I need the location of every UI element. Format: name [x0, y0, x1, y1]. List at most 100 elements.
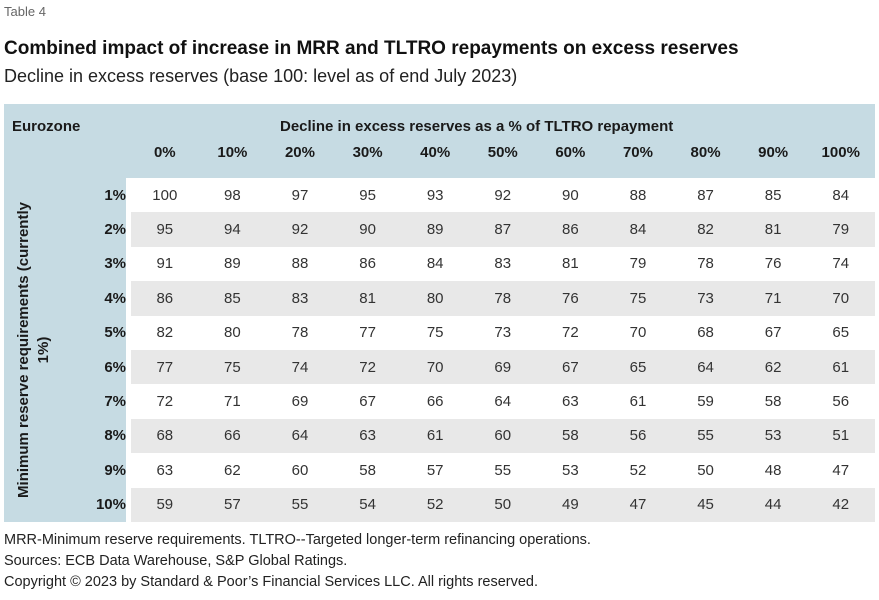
row-cells: 63 62 60 58 57 55 53 52 50 48 47: [131, 453, 875, 487]
table-cell: 55: [697, 427, 714, 445]
row-header: 9%: [104, 461, 126, 479]
table-cell: 53: [764, 427, 782, 445]
table-cell: 87: [494, 221, 512, 239]
table-row: 4% 86 85 83 81 80 78 76 75 73 71 70: [64, 281, 875, 316]
table-cell: 97: [291, 186, 309, 204]
footnote-definitions: MRR-Minimum reserve requirements. TLTRO-…: [4, 532, 591, 548]
table-cell: 87: [697, 186, 714, 204]
row-cells: 82 80 78 77 75 73 72 70 68 67 65: [131, 316, 875, 350]
table-cell: 68: [156, 427, 174, 445]
column-header: 0%: [153, 144, 176, 161]
table-cell: 88: [629, 186, 647, 204]
corner-label: Eurozone: [12, 118, 81, 135]
table-row: 2% 95 94 92 90 89 87 86 84 82 81 79: [64, 212, 875, 247]
column-header: 10%: [217, 144, 248, 161]
table-cell: 67: [764, 324, 782, 342]
table-cell: 50: [494, 496, 512, 514]
table-cell: 83: [494, 255, 512, 273]
table-cell: 70: [832, 289, 850, 307]
table-cell: 90: [562, 186, 579, 204]
table-cell: 55: [291, 496, 309, 514]
table-cell: 78: [494, 289, 512, 307]
table-cell: 94: [224, 221, 241, 239]
row-group-header-cell: Minimum reserve requirements (currently …: [4, 178, 64, 522]
table-cell: 88: [291, 255, 309, 273]
table-cell: 92: [291, 221, 309, 239]
column-group-header: Decline in excess reserves as a % of TLT…: [280, 118, 674, 135]
table-cell: 71: [224, 393, 241, 411]
row-cells: 68 66 64 63 61 60 58 56 55 53 51: [131, 418, 875, 454]
table-title: Combined impact of increase in MRR and T…: [4, 38, 739, 59]
column-header: 30%: [352, 144, 383, 161]
table-cell: 75: [629, 289, 647, 307]
table-cell: 74: [832, 255, 850, 273]
table-cell: 60: [291, 461, 309, 479]
table-cell: 64: [494, 393, 512, 411]
table-cell: 64: [291, 427, 309, 445]
table-cell: 52: [426, 496, 444, 514]
table-cell: 69: [291, 393, 309, 411]
table-cell: 63: [156, 461, 174, 479]
table-cell: 61: [426, 427, 444, 445]
table-cell: 74: [291, 358, 309, 376]
table-cell: 67: [359, 393, 376, 411]
table-cell: 65: [629, 358, 647, 376]
table-header: Eurozone Decline in excess reserves as a…: [4, 104, 875, 178]
column-header: 80%: [690, 144, 721, 161]
row-header: 2%: [104, 221, 126, 239]
row-group-header: Minimum reserve requirements (currently …: [15, 202, 52, 498]
table-cell: 61: [832, 358, 850, 376]
table-cell: 76: [764, 255, 782, 273]
table-cell: 73: [697, 289, 714, 307]
column-headers: 0% 10% 20% 30% 40% 50% 60% 70% 80% 90% 100%: [131, 144, 875, 161]
table-cell: 61: [629, 393, 647, 411]
table-cell: 65: [832, 324, 850, 342]
table-cell: 68: [697, 324, 714, 342]
table-cell: 72: [156, 393, 174, 411]
table-cell: 69: [494, 358, 512, 376]
table-cell: 63: [562, 393, 579, 411]
table-cell: 86: [562, 221, 579, 239]
table-cell: 66: [426, 393, 444, 411]
row-header: 1%: [104, 186, 126, 204]
table-row: 3% 91 89 88 86 84 83 81 79 78 76 74: [64, 247, 875, 281]
table-cell: 67: [562, 358, 579, 376]
table-cell: 84: [832, 186, 850, 204]
table-cell: 86: [156, 289, 174, 307]
table-cell: 70: [426, 358, 444, 376]
table-row: 7% 72 71 69 67 66 64 63 61 59 58 56: [64, 384, 875, 418]
row-cells: 95 94 92 90 89 87 86 84 82 81 79: [131, 212, 875, 247]
table-subtitle: Decline in excess reserves (base 100: le…: [4, 66, 518, 86]
table-cell: 44: [764, 496, 782, 514]
column-header: 20%: [284, 144, 315, 161]
table-cell: 52: [629, 461, 647, 479]
table-row: 10% 59 57 55 54 52 50 49 47 45 44 42: [64, 487, 875, 522]
table-cell: 85: [224, 289, 241, 307]
table-cell: 58: [764, 393, 782, 411]
table-cell: 70: [629, 324, 647, 342]
table-cell: 73: [494, 324, 512, 342]
table-cell: 63: [359, 427, 376, 445]
table-cell: 100: [152, 186, 178, 204]
column-header: 70%: [622, 144, 653, 161]
table-cell: 92: [494, 186, 512, 204]
table-cell: 84: [629, 221, 647, 239]
table-cell: 60: [494, 427, 512, 445]
table-cell: 75: [426, 324, 444, 342]
table-cell: 62: [764, 358, 782, 376]
row-cells: 91 89 88 86 84 83 81 79 78 76 74: [131, 247, 875, 281]
table-cell: 95: [359, 186, 376, 204]
row-cells: 59 57 55 54 52 50 49 47 45 44 42: [131, 487, 875, 522]
row-header: 6%: [104, 358, 126, 376]
table-cell: 62: [224, 461, 241, 479]
row-header: 7%: [104, 393, 126, 411]
table-cell: 47: [832, 461, 850, 479]
column-header: 100%: [821, 144, 860, 161]
table-cell: 56: [629, 427, 647, 445]
table-cell: 81: [359, 289, 376, 307]
table-cell: 79: [629, 255, 647, 273]
table-body: 1% 100 98 97 95 93 92 90 88 87 85 84 2% 95 94 92 90 89 87 8…: [64, 178, 875, 522]
row-cells: 77 75 74 72 70 69 67 65 64 62 61: [131, 349, 875, 385]
table-cell: 51: [832, 427, 850, 445]
table-cell: 57: [224, 496, 241, 514]
